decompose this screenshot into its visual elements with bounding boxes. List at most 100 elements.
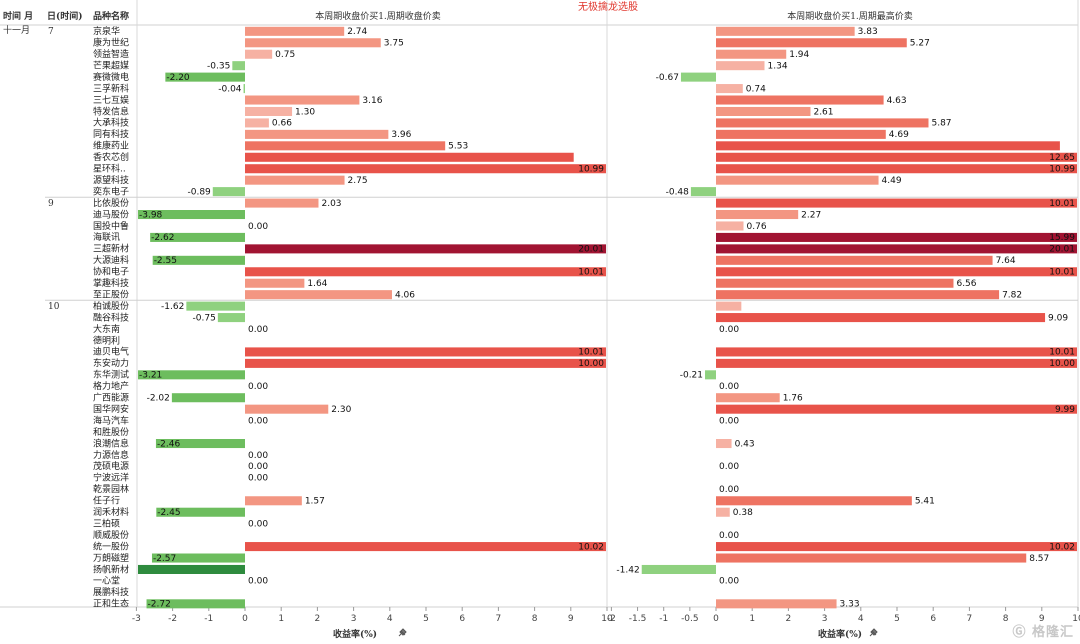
data-label: 2.75 xyxy=(348,176,368,186)
data-label: -0.89 xyxy=(187,187,211,197)
x-tick-label: 6 xyxy=(459,614,465,624)
row-name-label: 芒果超媒 xyxy=(93,59,129,71)
data-label: 0.66 xyxy=(272,119,292,129)
data-label: 0.00 xyxy=(248,462,268,472)
data-label: 2.27 xyxy=(801,210,821,220)
data-label: 5.27 xyxy=(910,39,930,49)
bar xyxy=(716,404,1077,414)
data-label: 0.76 xyxy=(747,222,767,232)
row-name-label: 润禾材料 xyxy=(93,506,129,518)
row-name-label: 东华测试 xyxy=(93,369,129,381)
panel-title-close: 本周期收盘价买1.周期收盘价卖 xyxy=(315,10,441,22)
data-label: -3.21 xyxy=(139,371,162,381)
bar xyxy=(716,152,1077,162)
bar xyxy=(716,129,886,139)
bar xyxy=(165,72,245,82)
bar xyxy=(716,164,1077,174)
x-tick-label: 0 xyxy=(713,614,719,624)
x-tick-label: 0 xyxy=(242,614,248,624)
x-tick-label: 10 xyxy=(601,614,613,624)
x-tick-label: -1 xyxy=(659,614,668,624)
row-name-label: 任子行 xyxy=(93,495,120,507)
row-name-label: 迪贝电气 xyxy=(93,346,129,358)
data-label: 1.94 xyxy=(789,50,809,60)
data-label: -0.35 xyxy=(207,61,230,71)
bar xyxy=(716,267,1077,277)
row-name-label: 京泉华 xyxy=(93,25,120,37)
row-name-label: 茂硕电源 xyxy=(93,460,129,472)
bar xyxy=(245,496,302,506)
data-label: 10.00 xyxy=(1049,359,1075,369)
row-name-label: 和胜股份 xyxy=(93,426,129,438)
data-label: 10.01 xyxy=(578,268,604,278)
x-tick-label: 4 xyxy=(858,614,864,624)
data-label: 3.33 xyxy=(840,600,860,610)
row-name-label: 领益智造 xyxy=(93,48,129,60)
row-name-label: 至正股份 xyxy=(93,288,129,300)
bar xyxy=(151,553,245,563)
bar xyxy=(138,370,245,380)
data-label: 10.02 xyxy=(1049,542,1075,552)
bar xyxy=(138,564,245,574)
x-tick-label: 5 xyxy=(894,614,900,624)
day-label: 9 xyxy=(48,199,54,209)
bars-layer xyxy=(138,26,1077,609)
row-name-label: 三超新材 xyxy=(93,243,129,255)
bar xyxy=(690,187,716,197)
data-label: 2.74 xyxy=(347,27,367,37)
bar xyxy=(245,118,269,128)
data-label: 0.00 xyxy=(719,485,739,495)
row-name-label: 赛微微电 xyxy=(93,71,129,83)
bar xyxy=(146,599,245,609)
bar xyxy=(716,301,742,311)
row-name-label: 康为世纪 xyxy=(93,37,129,49)
bar xyxy=(186,301,245,311)
data-label: 0.00 xyxy=(719,531,739,541)
row-name-label: 宁波远洋 xyxy=(93,472,129,484)
bar xyxy=(716,95,884,105)
bar xyxy=(716,496,912,506)
data-label: 0.00 xyxy=(248,416,268,426)
bar xyxy=(245,198,319,208)
data-label: 3.75 xyxy=(384,39,404,49)
pin-icon[interactable] xyxy=(398,628,407,637)
bar xyxy=(716,358,1077,368)
data-label: 3.96 xyxy=(391,130,411,140)
bar xyxy=(150,232,245,242)
bar xyxy=(245,278,305,288)
data-label: 10.01 xyxy=(1049,348,1075,358)
row-name-label: 三七互娱 xyxy=(93,94,129,106)
data-label: 5.41 xyxy=(915,497,935,507)
data-label: 5.87 xyxy=(931,119,951,129)
x-tick-label: -3 xyxy=(132,614,141,624)
bar xyxy=(716,232,1077,242)
pin-icon[interactable] xyxy=(869,628,878,637)
bar xyxy=(716,84,743,94)
row-name-label: 掌趣科技 xyxy=(93,277,129,289)
data-label: 0.00 xyxy=(248,325,268,335)
row-name-label: 东安动力 xyxy=(93,357,129,369)
day-label: 7 xyxy=(48,27,54,37)
data-label: 2.03 xyxy=(321,199,341,209)
data-label: 0.43 xyxy=(735,439,755,449)
x-tick-label: -0.5 xyxy=(681,614,699,624)
data-label: 2.30 xyxy=(331,405,351,415)
bar xyxy=(152,255,245,265)
bar xyxy=(716,507,730,517)
x-tick-label: 7 xyxy=(967,614,973,624)
row-name-label: 迪马股份 xyxy=(93,208,129,220)
data-label: -2.46 xyxy=(157,439,181,449)
x-tick-label: 2 xyxy=(315,614,321,624)
bar xyxy=(155,439,245,449)
data-label: 1.57 xyxy=(305,497,325,507)
data-label: -2.55 xyxy=(154,256,177,266)
bar xyxy=(245,542,606,552)
labels-layer: 7 京泉华 2.74 3.83 康为世纪 3.75 5.27 领益智造 0.75 1.94 芒果超媒… xyxy=(48,25,1080,624)
data-label: 4.63 xyxy=(887,96,907,106)
data-label: 10.00 xyxy=(578,359,604,369)
bar xyxy=(245,141,446,151)
data-label: 5.53 xyxy=(448,142,468,152)
x-axis-label-high: 收益率(%) xyxy=(818,628,862,640)
data-label: 0.00 xyxy=(248,451,268,461)
bar xyxy=(245,38,381,48)
